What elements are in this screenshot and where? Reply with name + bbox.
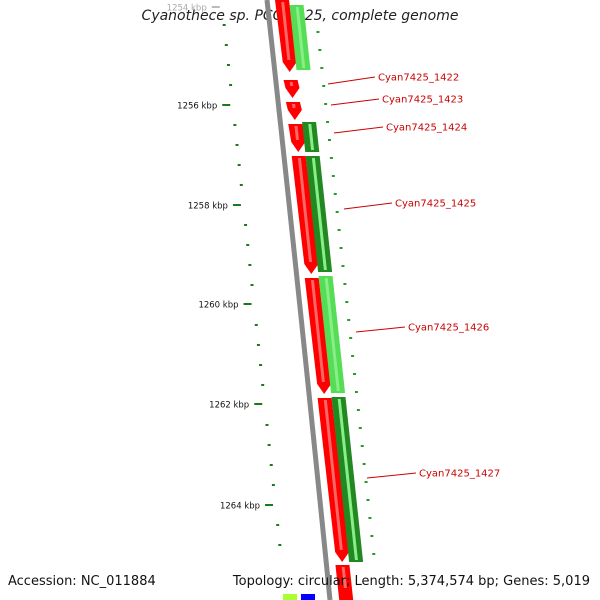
gene-label-leader	[355, 326, 406, 333]
annotation-feature-sheen	[308, 124, 315, 150]
gene-feature-sheen	[294, 126, 299, 140]
ruler-tick-label: 1262 kbp	[209, 401, 249, 411]
gene-label[interactable]: Cyan7425_1425	[395, 199, 476, 210]
gene-feature-red	[285, 102, 302, 120]
gene-feature-sheen	[281, 2, 291, 60]
gene-feature-sheen	[310, 280, 325, 382]
ruler-tick-label: 1264 kbp	[220, 502, 260, 512]
ruler-tick-label: 1256 kbp	[177, 102, 217, 112]
gene-label[interactable]: Cyan7425_1424	[386, 123, 467, 134]
gene-tracks	[264, 0, 364, 600]
annotation-feature-sheen	[337, 399, 358, 560]
gene-label-leader	[343, 202, 393, 210]
gene-feature-sheen	[289, 82, 294, 86]
gene-feature-sheen	[292, 104, 296, 108]
gene-labels: Cyan7425_1422 Cyan7425_1423 Cyan7425_1424 C…	[327, 73, 500, 480]
ruler-tick-label: 1254 kbp	[167, 4, 207, 14]
position-ruler: 1254 kbp 1256 kbp 1258 kbp 1260 kbp 1262 kbp…	[167, 4, 376, 555]
genome-summary: Topology: circular; Length: 5,374,574 bp…	[232, 574, 590, 589]
annotation-feature-sheen	[311, 158, 327, 270]
gene-feature-sheen	[297, 158, 313, 262]
gene-label-leader	[333, 126, 384, 134]
gene-label[interactable]: Cyan7425_1426	[408, 323, 489, 334]
ruler-tick-label: 1260 kbp	[198, 301, 238, 311]
gene-label[interactable]: Cyan7425_1422	[378, 73, 459, 84]
legend-swatch-lime	[283, 594, 297, 600]
gene-label-leader	[327, 76, 376, 85]
gene-feature-sheen	[323, 400, 343, 550]
ruler-tick-label: 1258 kbp	[188, 202, 228, 212]
gene-label-leader	[366, 472, 417, 479]
annotation-feature-sheen	[295, 7, 306, 68]
genome-backbone	[264, 0, 333, 600]
gene-label-leader	[330, 98, 380, 106]
gene-feature-sheen	[341, 567, 347, 588]
gene-feature-red	[283, 80, 300, 98]
annotation-feature-sheen	[324, 278, 340, 391]
legend-swatch-blue	[301, 594, 315, 600]
accession-text: Accession: NC_011884	[8, 574, 156, 589]
gene-label[interactable]: Cyan7425_1423	[382, 95, 463, 106]
gene-label[interactable]: Cyan7425_1427	[419, 469, 500, 480]
